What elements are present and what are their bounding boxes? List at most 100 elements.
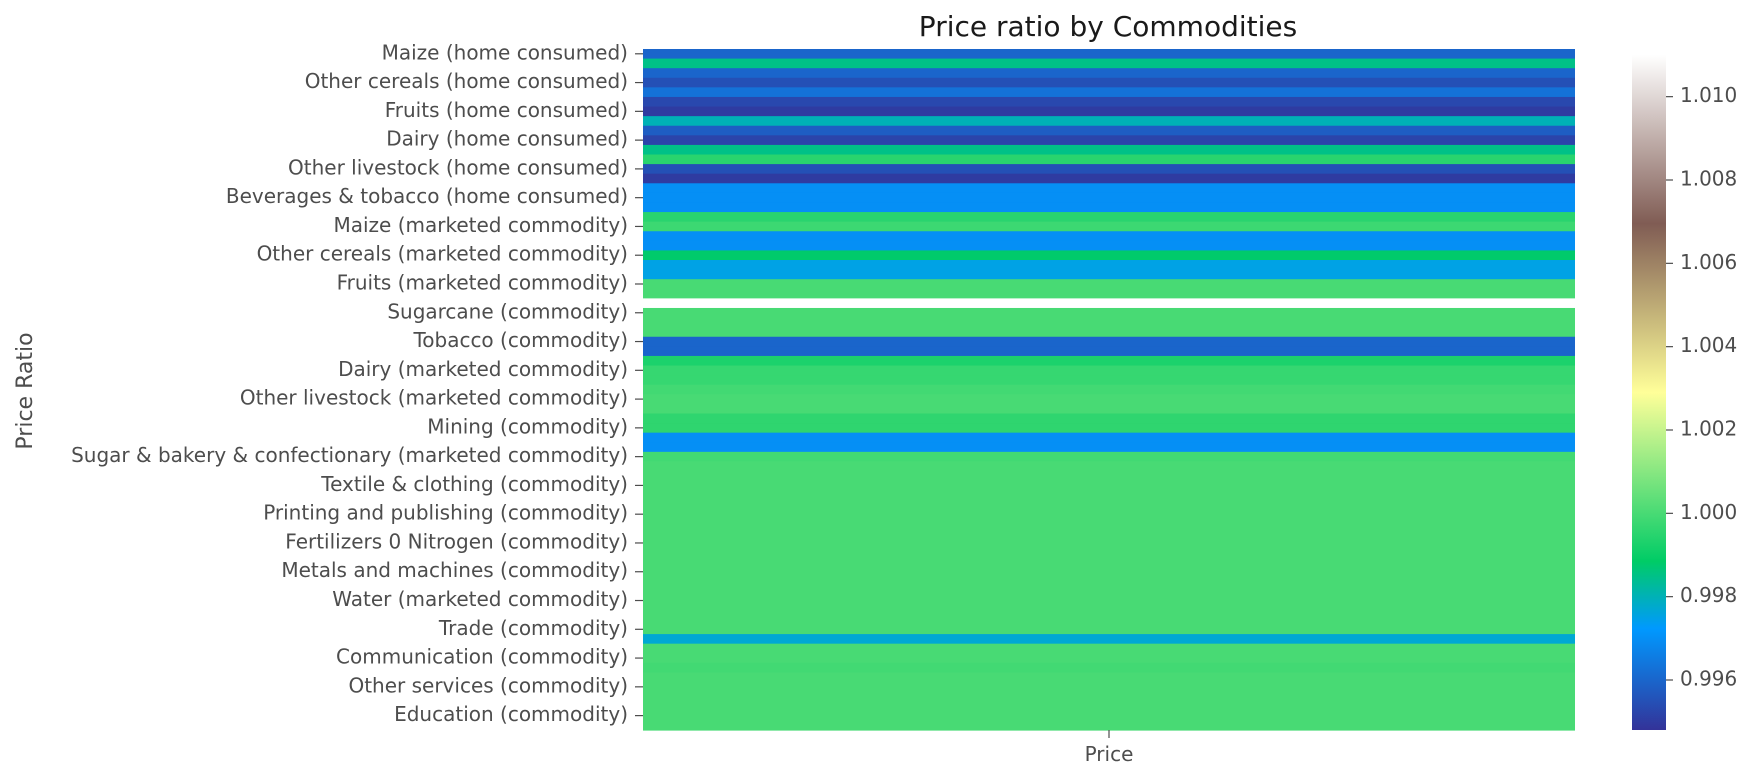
heatmap-cell [643, 279, 1575, 290]
heatmap-cell [643, 710, 1575, 722]
heatmap-cell [643, 423, 1575, 434]
colorbar-tick-label: 1.010 [1680, 83, 1737, 107]
heatmap-cell [643, 173, 1575, 184]
heatmap-cell [643, 336, 1575, 347]
heatmap-cell [643, 346, 1575, 357]
heatmap-cell [643, 298, 1575, 309]
x-tick-label: Price [1085, 742, 1134, 766]
heatmap-cell [643, 605, 1575, 616]
y-tick-label: Dairy (home consumed) [386, 127, 628, 151]
chart-title: Price ratio by Commodities [919, 10, 1297, 43]
heatmap-cell [643, 653, 1575, 664]
heatmap-cell [643, 442, 1575, 453]
y-tick-label: Sugar & bakery & confectionary (marketed… [71, 443, 628, 467]
y-tick-label: Maize (marketed commodity) [333, 213, 628, 237]
heatmap-cell [643, 240, 1575, 252]
heatmap-cell [643, 586, 1575, 597]
heatmap-cell [643, 634, 1575, 645]
colorbar-tick-label: 0.996 [1680, 667, 1737, 691]
y-tick-label: Fertilizers 0 Nitrogen (commodity) [285, 529, 628, 553]
heatmap-cell [643, 595, 1575, 606]
y-tick-labels: Maize (home consumed) Other cereals (home… [71, 40, 643, 726]
heatmap-cell [643, 192, 1575, 204]
heatmap-cell [643, 432, 1575, 443]
heatmap-cell [643, 375, 1575, 386]
heatmap-cell [643, 58, 1575, 69]
y-tick-label: Sugarcane (commodity) [387, 299, 628, 323]
heatmap-cell [643, 643, 1575, 654]
heatmap-cell [643, 576, 1575, 587]
heatmap-cell [643, 68, 1575, 79]
heatmap-cell [643, 413, 1575, 424]
heatmap-cell [643, 77, 1575, 88]
heatmap-cell [643, 528, 1575, 539]
y-axis-label: Price Ratio [13, 332, 38, 449]
heatmap-cell [643, 490, 1575, 501]
y-tick-label: Dairy (marketed commodity) [338, 357, 628, 381]
y-tick-label: Metals and machines (commodity) [281, 558, 628, 582]
heatmap-cell [643, 307, 1575, 319]
y-tick-label: Other livestock (marketed commodity) [240, 386, 628, 410]
heatmap-cell [643, 682, 1575, 693]
y-tick-label: Beverages & tobacco (home consumed) [226, 184, 628, 208]
heatmap-cell [643, 461, 1575, 472]
y-tick-label: Water (marketed commodity) [332, 587, 628, 611]
heatmap-cell [643, 538, 1575, 549]
heatmap-cell [643, 547, 1575, 558]
heatmap-cell [643, 144, 1575, 156]
colorbar-tick-label: 1.008 [1680, 167, 1737, 191]
heatmap-cell [643, 691, 1575, 702]
heatmap-cell [643, 499, 1575, 510]
y-tick-label: Other livestock (home consumed) [288, 155, 628, 179]
y-tick-label: Other cereals (home consumed) [305, 69, 628, 93]
heatmap-cell [643, 212, 1575, 223]
heatmap-cells [643, 49, 1575, 731]
heatmap-cell [643, 471, 1575, 482]
y-tick-label: Trade (commodity) [438, 616, 628, 640]
heatmap-cell [643, 557, 1575, 568]
heatmap-cell [643, 566, 1575, 578]
colorbar-tick-label: 0.998 [1680, 583, 1737, 607]
heatmap-cell [643, 394, 1575, 405]
heatmap-cell [643, 125, 1575, 136]
heatmap-cell [643, 202, 1575, 213]
heatmap-cell [643, 260, 1575, 271]
heatmap-cell [643, 49, 1575, 60]
y-tick-label: Other cereals (marketed commodity) [257, 242, 628, 266]
colorbar-tick-label: 1.000 [1680, 500, 1737, 524]
y-tick-label: Other services (commodity) [348, 673, 628, 697]
colorbar-tick-label: 1.006 [1680, 250, 1737, 274]
y-tick-label: Mining (commodity) [427, 414, 628, 438]
y-tick-label: Maize (home consumed) [382, 40, 628, 64]
heatmap-cell [643, 96, 1575, 108]
heatmap-cell [643, 451, 1575, 463]
x-tick-labels: Price [1085, 730, 1134, 766]
y-tick-label: Education (commodity) [394, 702, 628, 726]
heatmap-cell [643, 662, 1575, 674]
y-tick-label: Printing and publishing (commodity) [263, 501, 628, 525]
heatmap-cell [643, 403, 1575, 415]
y-tick-label: Fruits (home consumed) [385, 98, 628, 122]
y-tick-label: Tobacco (commodity) [412, 328, 628, 352]
heatmap-cell [643, 269, 1575, 280]
heatmap-cell [643, 183, 1575, 194]
heatmap-cell [643, 701, 1575, 712]
heatmap-cell [643, 317, 1575, 328]
y-tick-label: Communication (commodity) [336, 645, 628, 669]
heatmap-cell [643, 614, 1575, 626]
heatmap-cell [643, 154, 1575, 165]
colorbar-tick-label: 1.004 [1680, 333, 1737, 357]
heatmap-cell [643, 135, 1575, 146]
heatmap-cell [643, 87, 1575, 98]
heatmap-cell [643, 384, 1575, 395]
heatmap-cell [643, 164, 1575, 175]
heatmap-cell [643, 106, 1575, 117]
heatmap-cell [643, 231, 1575, 242]
heatmap-cell [643, 672, 1575, 683]
heatmap-cell [643, 288, 1575, 299]
heatmap-cell [643, 221, 1575, 232]
heatmap-cell [643, 720, 1575, 731]
heatmap-cell [643, 480, 1575, 491]
y-tick-label: Fruits (marketed commodity) [337, 270, 628, 294]
